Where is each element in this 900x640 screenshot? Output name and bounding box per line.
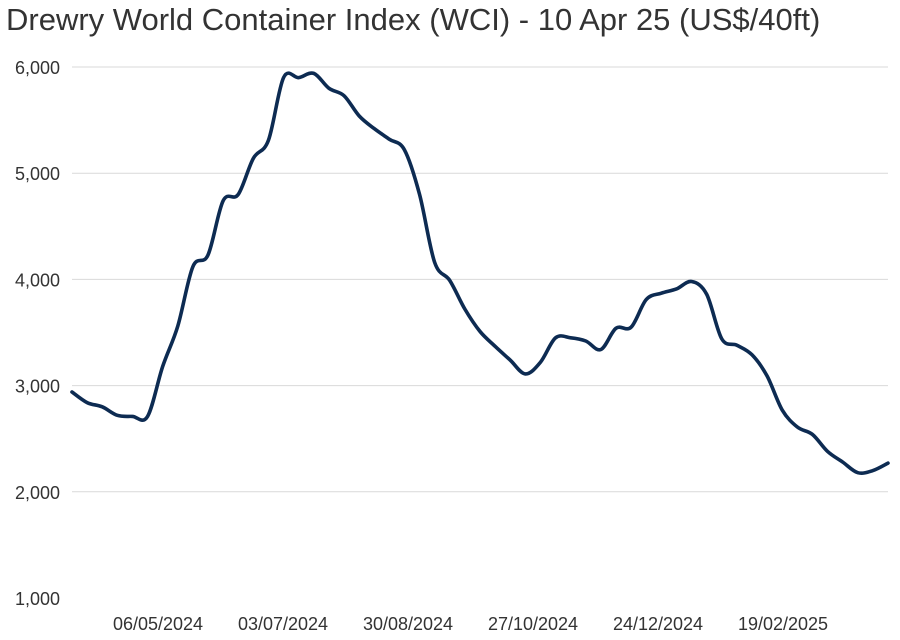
y-tick-label: 4,000 [15, 270, 60, 290]
y-tick-label: 6,000 [15, 58, 60, 78]
chart-title: Drewry World Container Index (WCI) - 10 … [6, 2, 821, 37]
y-tick-label: 5,000 [15, 164, 60, 184]
series-line-wci [70, 71, 890, 475]
x-tick-label: 19/02/2025 [738, 614, 828, 634]
x-tick-label: 30/08/2024 [363, 614, 453, 634]
y-tick-label: 1,000 [15, 589, 60, 609]
y-axis-ticks: 1,000 2,000 3,000 4,000 5,000 6,000 [15, 58, 60, 609]
grid-lines [72, 66, 888, 493]
y-tick-label: 3,000 [15, 377, 60, 397]
x-tick-label: 24/12/2024 [613, 614, 703, 634]
series-layer [70, 71, 890, 475]
y-tick-label: 2,000 [15, 483, 60, 503]
x-tick-label: 27/10/2024 [488, 614, 578, 634]
x-tick-label: 06/05/2024 [113, 614, 203, 634]
x-tick-label: 03/07/2024 [238, 614, 328, 634]
x-axis-ticks: 06/05/2024 03/07/2024 30/08/2024 27/10/2024… [113, 614, 828, 634]
